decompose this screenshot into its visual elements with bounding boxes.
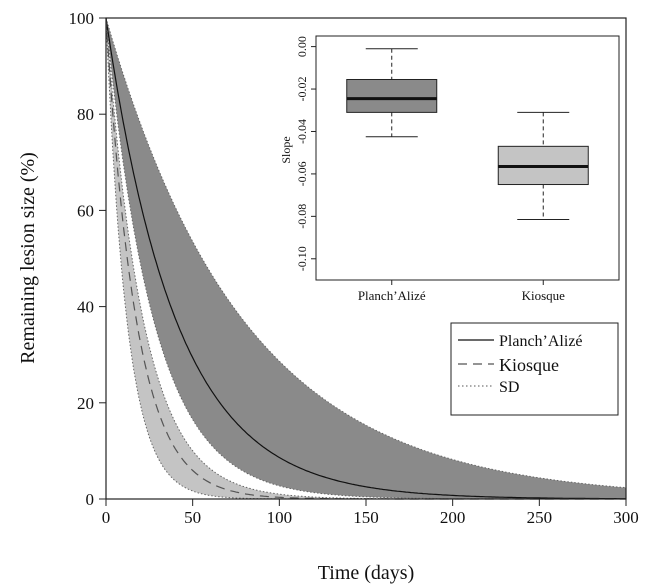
- inset-y-axis: 0.00 -0.02 -0.04 -0.06 -0.08 -0.10: [295, 36, 316, 271]
- y-axis: 0 20 40 60 80 100: [69, 9, 107, 509]
- y-axis-label: Remaining lesion size (%): [17, 152, 39, 364]
- box-planch-alize: [347, 79, 437, 112]
- legend-label-planch-alize: Planch’Alizé: [499, 333, 583, 350]
- inset-x-tick-label: Kiosque: [522, 288, 566, 303]
- inset-x-tick-label: Planch’Alizé: [358, 288, 426, 303]
- inset-y-tick-label: -0.08: [295, 204, 309, 229]
- x-axis-label: Time (days): [318, 562, 414, 584]
- legend: Planch’Alizé Kiosque SD: [451, 323, 618, 415]
- inset-y-tick-label: 0.00: [295, 36, 309, 57]
- legend-label-kiosque: Kiosque: [499, 355, 559, 375]
- x-tick-label: 300: [613, 508, 639, 527]
- inset-y-tick-label: -0.02: [295, 77, 309, 102]
- y-tick-label: 80: [77, 105, 94, 124]
- x-tick-label: 0: [102, 508, 111, 527]
- inset-y-tick-label: -0.04: [295, 119, 309, 144]
- x-axis: 0 50 100 150 200 250 300: [102, 499, 639, 527]
- y-tick-label: 100: [69, 9, 95, 28]
- y-tick-label: 20: [77, 394, 94, 413]
- y-tick-label: 60: [77, 201, 94, 220]
- inset-y-tick-label: -0.06: [295, 161, 309, 186]
- inset-y-axis-label: Slope: [279, 136, 293, 163]
- x-tick-label: 200: [440, 508, 466, 527]
- y-tick-label: 40: [77, 298, 94, 317]
- inset-x-axis: Planch’Alizé Kiosque: [358, 280, 565, 303]
- x-tick-label: 250: [527, 508, 553, 527]
- y-tick-label: 0: [86, 490, 95, 509]
- inset-boxplot: 0.00 -0.02 -0.04 -0.06 -0.08 -0.10 Planch’Ali…: [279, 36, 619, 303]
- x-tick-label: 150: [353, 508, 379, 527]
- legend-label-sd: SD: [499, 379, 519, 396]
- x-tick-label: 50: [184, 508, 201, 527]
- inset-y-tick-label: -0.10: [295, 246, 309, 271]
- x-tick-label: 100: [267, 508, 293, 527]
